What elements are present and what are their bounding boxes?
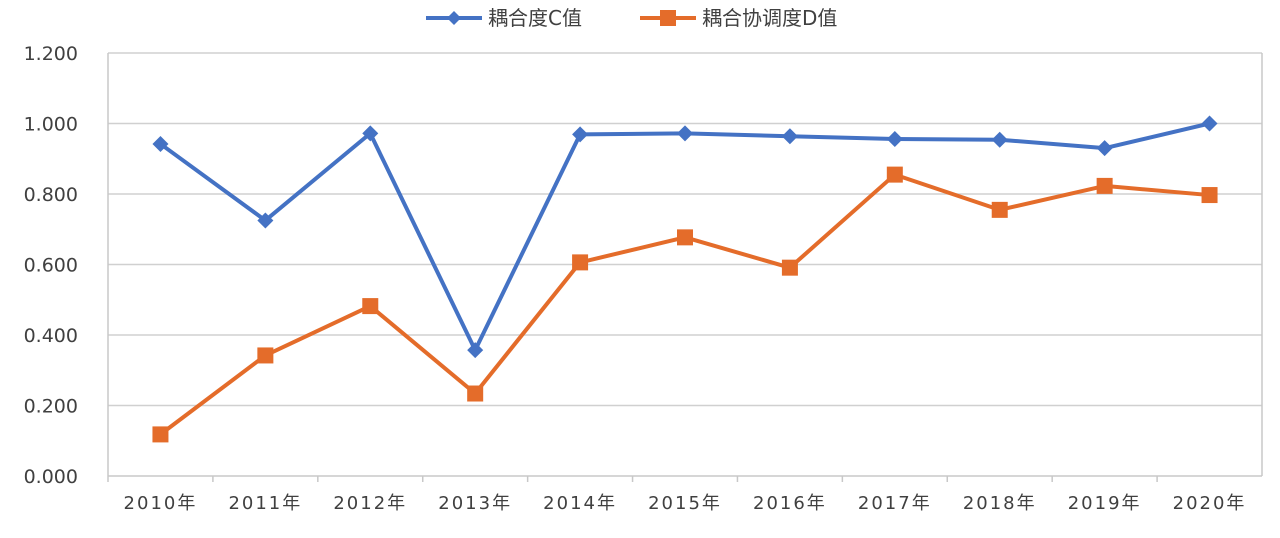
legend-label: 耦合度C值 [488,6,582,30]
data-point-square [991,201,1008,218]
x-axis-ticks: 2010年 2011年 2012年 2013年 2014年 2015年 2016年 2017年… [107,476,1247,514]
y-tick-label: 0.000 [24,466,78,488]
series-2 [152,166,1218,443]
data-point-square [781,259,798,276]
axes [107,53,1263,477]
legend-marker-diamond [447,11,461,25]
data-point-square [467,385,484,402]
data-point-diamond [781,128,798,145]
series-1 [152,115,1218,359]
data-point-diamond [1096,140,1113,157]
series-lines [152,115,1218,443]
x-tick-label: 2018年 [963,493,1037,514]
data-point-diamond [677,125,693,142]
data-point-square [1201,187,1218,204]
y-tick-label: 0.600 [24,255,78,277]
grid-lines [108,52,1262,407]
data-point-square [257,347,274,364]
x-tick-label: 2016年 [753,493,827,514]
data-point-square [152,426,169,443]
x-tick-label: 2015年 [648,493,722,514]
series-line [159,172,1210,437]
data-point-diamond [257,212,274,229]
data-point-square [1096,177,1113,194]
y-tick-label: 0.400 [24,325,78,347]
x-tick-label: 2020年 [1173,493,1247,514]
data-point-square [572,254,589,271]
data-point-square [677,229,693,246]
y-tick-label: 0.200 [24,396,78,418]
x-tick-label: 2019年 [1068,493,1142,514]
x-tick-label: 2013年 [438,493,512,514]
x-tick-label: 2014年 [543,493,617,514]
x-tick-label: 2017年 [858,493,932,514]
data-point-diamond [152,135,169,152]
y-tick-label: 1.200 [24,43,78,65]
y-tick-label: 0.800 [24,184,78,206]
legend-item: 耦合协调度D值 [640,6,837,30]
x-tick-label: 2010年 [124,493,198,514]
legend-label: 耦合协调度D值 [702,6,837,30]
data-point-diamond [572,126,589,143]
data-point-diamond [886,131,903,148]
y-axis-ticks: 0.000 0.200 0.400 0.600 0.800 1.000 1.200 [24,43,78,488]
legend-item: 耦合度C值 [426,6,582,30]
legend: 耦合度C值 耦合协调度D值 [426,6,837,30]
data-point-square [886,166,903,183]
y-tick-label: 1.000 [24,114,78,136]
x-tick-label: 2012年 [333,493,407,514]
legend-marker-square [660,10,676,26]
data-point-diamond [362,125,379,142]
data-point-diamond [991,131,1008,148]
data-point-diamond [467,342,484,359]
data-point-square [362,298,379,315]
data-point-diamond [1201,115,1218,132]
x-tick-label: 2011年 [228,493,302,514]
